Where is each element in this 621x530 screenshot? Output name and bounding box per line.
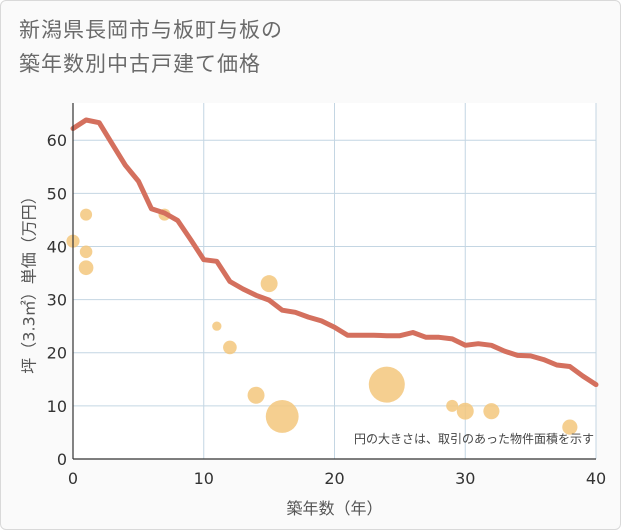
trend-line [70,117,599,388]
bubble-point [247,386,265,404]
y-tick-label: 0 [57,450,67,469]
y-tick-label: 20 [47,344,67,363]
bubble-layer [66,208,578,435]
bubble-point [483,403,500,420]
y-tick-label: 40 [47,237,67,256]
bubble-point [260,275,278,293]
y-tick-label: 10 [47,397,67,416]
bubble-point [368,366,405,403]
x-tick-label: 40 [586,469,606,488]
y-tick-label: 60 [47,131,67,150]
axes [72,103,596,460]
x-tick-label: 30 [455,469,475,488]
bubble-size-note: 円の大きさは、取引のあった物件面積を示す [354,431,594,446]
tick-labels: 0 10 20 30 40 0 10 20 30 40 50 60 [47,131,607,488]
y-axis-title: 坪（3.3㎡）単価（万円） [20,188,39,373]
bubble-point [79,245,93,259]
x-tick-label: 0 [68,469,78,488]
x-axis-title: 築年数（年） [286,499,382,518]
y-tick-label: 50 [47,184,67,203]
bubble-point [78,260,94,276]
grid [73,103,597,459]
bubble-point [265,400,299,433]
bubble-point [562,419,578,435]
bubble-point [456,402,474,420]
chart-title-line1: 新潟県長岡市与板町与板の [19,18,283,42]
chart-title: 新潟県長岡市与板町与板の 築年数別中古戸建て価格 [19,13,579,81]
chart-title-line2: 築年数別中古戸建て価格 [19,52,261,76]
x-tick-label: 10 [194,469,214,488]
bubble-point [80,208,93,221]
bubble-point [446,399,459,412]
bubble-point [212,321,222,331]
bubble-point [223,340,237,355]
y-tick-label: 30 [47,291,67,310]
x-tick-label: 20 [324,469,344,488]
